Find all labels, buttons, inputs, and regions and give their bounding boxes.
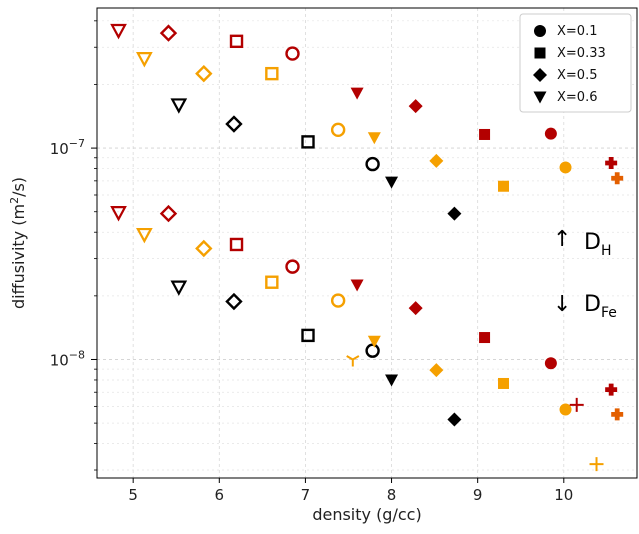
data-point-d-h: [159, 24, 178, 42]
data-point-d-h: [330, 122, 346, 138]
data-point-d-fe: [611, 408, 624, 421]
data-point-d-fe: [195, 239, 213, 258]
data-point-d-fe: [408, 301, 423, 316]
annotation-dh-sub: H: [601, 243, 612, 259]
data-point-d-h: [301, 135, 315, 149]
annotation-dh-main: D: [584, 230, 601, 255]
data-point-d-fe: [365, 343, 380, 358]
x-tick-label: 8: [387, 486, 397, 504]
x-axis-label: density (g/cc): [312, 505, 421, 524]
legend-marker-square: [534, 47, 546, 59]
data-point-d-h: [265, 66, 279, 81]
data-point-d-h: [611, 172, 624, 185]
legend-label-x06: X=0.6: [557, 90, 597, 105]
axis-ticks: 5 6 7 8 9 10 10−8 10−7: [50, 20, 573, 504]
data-point-d-fe: [346, 355, 360, 367]
x-tick-label: 6: [215, 486, 225, 504]
legend-marker-circle: [534, 25, 546, 37]
data-point-d-fe: [544, 357, 557, 370]
legend-label-x01: X=0.1: [557, 24, 597, 39]
annotation-dh-arrow: ↑: [553, 227, 571, 252]
data-point-d-h: [559, 161, 572, 174]
data-point-d-fe: [447, 412, 462, 427]
data-point-d-fe: [265, 275, 279, 289]
data-point-d-fe: [136, 227, 153, 244]
data-point-d-h: [350, 87, 364, 100]
data-point-d-fe: [367, 335, 381, 348]
data-point-d-h: [195, 64, 213, 83]
data-point-d-h: [365, 156, 380, 172]
data-point-d-fe: [110, 206, 127, 222]
y-tick-label: 10−8: [50, 348, 85, 369]
data-point-d-fe: [225, 292, 243, 311]
data-point-d-h: [479, 128, 491, 140]
data-point-d-h: [170, 98, 188, 114]
data-point-d-h: [225, 115, 243, 133]
legend: X=0.1 X=0.33 X=0.5 X=0.6: [519, 13, 632, 113]
data-point-d-fe: [589, 457, 604, 472]
data-point-d-fe: [229, 237, 244, 252]
data-point-d-fe: [479, 332, 491, 344]
legend-marker-diamond: [533, 68, 547, 82]
x-tick-label: 9: [473, 486, 483, 504]
annotation-dfe: ↓ DFe: [553, 292, 617, 321]
x-tick-label: 7: [301, 486, 311, 504]
data-point-d-h: [447, 206, 462, 221]
annotation-dfe-arrow: ↓: [553, 292, 571, 317]
annotation-dh-text: DH: [584, 230, 611, 259]
data-point-d-fe: [170, 280, 188, 296]
data-point-d-h: [229, 34, 244, 49]
data-point-d-h: [544, 127, 557, 140]
plot-frame: [96, 7, 638, 479]
data-point-d-fe: [559, 403, 572, 416]
annotation-dfe-text: DFe: [584, 292, 617, 321]
annotation-dfe-sub: Fe: [601, 305, 617, 321]
data-point-d-h: [605, 157, 618, 170]
data-point-d-h: [285, 46, 300, 61]
legend-marker-triangle-down: [533, 91, 547, 104]
data-point-d-h: [367, 132, 381, 145]
data-point-d-fe: [350, 279, 364, 292]
data-point-d-fe: [498, 377, 510, 389]
data-point-d-fe: [569, 397, 584, 412]
data-point-d-h: [110, 23, 127, 40]
y-axis-label-tail: /s): [9, 177, 28, 197]
y-axis-label: diffusivity (m2/s): [8, 177, 28, 309]
data-point-d-fe: [605, 383, 618, 396]
data-point-d-fe: [385, 374, 399, 387]
annotation-dfe-main: D: [584, 292, 601, 317]
data-point-d-fe: [301, 328, 315, 343]
grid-lines: [97, 8, 637, 478]
data-point-d-fe: [330, 293, 346, 308]
y-axis-label-sup: 2: [8, 197, 21, 204]
y-axis-label-main: diffusivity (m: [9, 204, 28, 309]
legend-label-x05: X=0.5: [557, 68, 597, 83]
legend-label-x033: X=0.33: [557, 46, 606, 61]
legend-markers: [533, 25, 547, 104]
data-point-d-fe: [285, 259, 300, 274]
data-points: [110, 23, 624, 472]
annotation-dh: ↑ DH: [553, 227, 611, 259]
data-point-d-h: [429, 153, 444, 168]
x-tick-label: 5: [128, 486, 138, 504]
y-tick-label: 10−7: [50, 137, 85, 158]
data-point-d-fe: [429, 363, 444, 378]
data-point-d-h: [385, 176, 399, 189]
data-point-d-h: [136, 52, 153, 68]
data-point-d-fe: [159, 204, 178, 223]
data-point-d-h: [408, 99, 423, 114]
legend-frame: [519, 13, 632, 113]
data-point-d-h: [498, 180, 510, 192]
x-tick-label: 10: [554, 486, 573, 504]
